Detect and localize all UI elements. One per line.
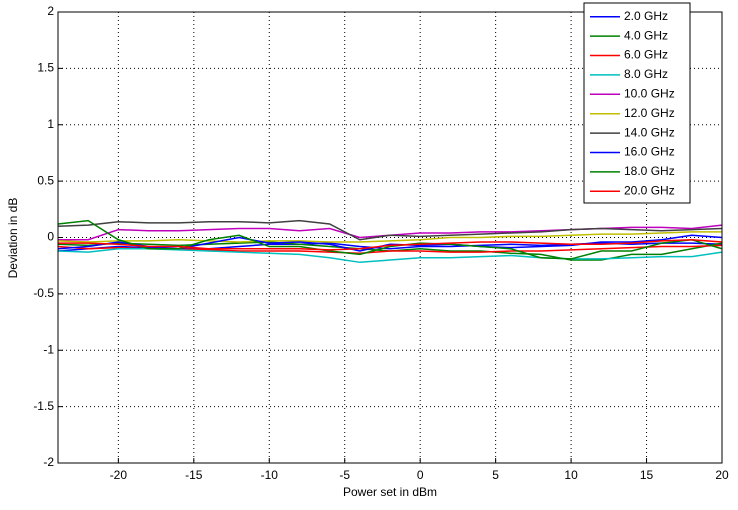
legend-label: 10.0 GHz (624, 86, 675, 100)
y-tick-label: 0 (47, 230, 54, 244)
data-line (58, 239, 723, 251)
legend-label: 4.0 GHz (624, 28, 668, 42)
x-tick-label: 15 (640, 468, 654, 482)
y-tick-label: -1 (43, 342, 54, 356)
x-tick-label: -5 (339, 468, 350, 482)
legend-label: 2.0 GHz (624, 9, 668, 23)
y-tick-label: -2 (43, 455, 54, 469)
x-tick-label: -10 (261, 468, 279, 482)
data-line (57, 219, 723, 241)
y-axis-label: Deviation in dB (6, 198, 20, 279)
x-tick-label: 0 (417, 468, 424, 482)
legend-label: 14.0 GHz (624, 125, 675, 139)
x-axis-label: Power set in dBm (343, 485, 437, 499)
data-line (57, 231, 722, 243)
data-line (57, 248, 723, 264)
data-line (57, 234, 723, 252)
y-tick-label: 0.5 (37, 173, 54, 187)
data-line (57, 219, 723, 260)
x-tick-label: 20 (715, 468, 729, 482)
legend-label: 6.0 GHz (624, 48, 668, 62)
legend-label: 8.0 GHz (624, 67, 668, 81)
y-tick-label: -0.5 (33, 286, 54, 300)
plot-frame (57, 11, 723, 464)
y-tick-label: -1.5 (33, 399, 54, 413)
x-tick-label: 5 (492, 468, 499, 482)
legend-label: 12.0 GHz (624, 106, 675, 120)
legend-label: 18.0 GHz (624, 164, 675, 178)
legend-label: 20.0 GHz (624, 183, 675, 197)
x-tick-label: -15 (185, 468, 203, 482)
x-tick-label: 10 (564, 468, 578, 482)
y-tick-label: 2 (47, 4, 54, 18)
y-tick-label: 1 (47, 117, 54, 131)
legend-label: 16.0 GHz (624, 145, 675, 159)
y-tick-label: 1.5 (37, 61, 54, 75)
x-tick-label: -20 (110, 468, 128, 482)
